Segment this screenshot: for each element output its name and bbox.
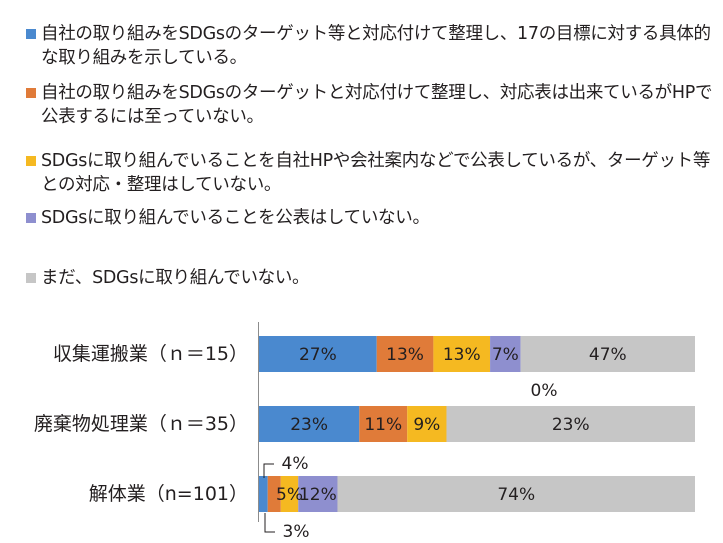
legend-swatch-series-3 bbox=[26, 156, 36, 166]
data-label-cat1-series1: 27% bbox=[299, 345, 337, 365]
bar-segment-cat1-series4 bbox=[490, 336, 521, 372]
leader-line-three-percent bbox=[264, 513, 275, 533]
leader-line-four-percent bbox=[263, 463, 274, 478]
annotation-three-percent: 3% bbox=[283, 522, 310, 542]
bar-segment-cat1-series5 bbox=[520, 336, 695, 372]
data-label-cat1-series3: 13% bbox=[443, 345, 481, 365]
legend-item-series-3: SDGsに取り組んでいることを自社HPや会社案内などで公表しているが、ターゲット… bbox=[26, 149, 713, 197]
annotation-four-percent: 4% bbox=[282, 454, 309, 474]
bar-segment-cat3-series5 bbox=[337, 476, 695, 512]
legend-item-series-4: SDGsに取り組んでいることを公表はしていない。 bbox=[26, 206, 713, 230]
bar-segment-cat2-series5 bbox=[446, 406, 695, 442]
data-label-cat2-series2: 11% bbox=[364, 415, 402, 435]
legend-label-series-3: SDGsに取り組んでいることを自社HPや会社案内などで公表しているが、ターゲット… bbox=[41, 151, 711, 195]
category-label-3: 解体業（n=101） bbox=[89, 483, 248, 505]
bar-segment-cat1-series1 bbox=[259, 336, 377, 372]
legend-label-series-5: まだ、SDGsに取り組んでいない。 bbox=[41, 268, 310, 288]
data-label-cat1-series5: 47% bbox=[589, 345, 627, 365]
legend-swatch-series-5 bbox=[26, 273, 36, 283]
data-label-cat2-series5: 23% bbox=[552, 415, 590, 435]
data-label-cat2-series1: 23% bbox=[290, 415, 328, 435]
bar-segment-cat3-series1 bbox=[259, 476, 268, 512]
legend-swatch-series-1 bbox=[26, 29, 36, 39]
legend-swatch-series-2 bbox=[26, 88, 36, 98]
data-label-cat3-series5: 74% bbox=[497, 485, 535, 505]
value-labels-layer: 27% 13% 13% 7% 47% 23% 11% 9% 23% 5%12% 74% bbox=[276, 345, 627, 505]
bar-segment-cat1-series2 bbox=[376, 336, 434, 372]
data-label-cat3-series3: 5% bbox=[276, 485, 303, 505]
bar-segment-cat1-series3 bbox=[433, 336, 491, 372]
legend-item-series-2: 自社の取り組みをSDGsのターゲットと対応付けて整理し、対応表は出来ているがHP… bbox=[26, 81, 713, 129]
annotation-zero-percent: 0% bbox=[531, 381, 558, 401]
data-label-cat3-series4: 12% bbox=[299, 485, 337, 505]
data-label-cat1-series4: 7% bbox=[492, 345, 519, 365]
bars-layer bbox=[259, 336, 695, 512]
legend-item-series-1: 自社の取り組みをSDGsのターゲット等と対応付けて整理し、17の目標に対する具体… bbox=[26, 22, 713, 70]
bar-segment-cat3-series4 bbox=[298, 476, 338, 512]
data-label-cat2-series3: 9% bbox=[413, 415, 440, 435]
bar-segment-cat3-series3 bbox=[280, 476, 299, 512]
legend-label-series-2: 自社の取り組みをSDGsのターゲットと対応付けて整理し、対応表は出来ているがHP… bbox=[41, 83, 713, 127]
category-label-1: 収集運搬業（ｎ＝15） bbox=[53, 343, 248, 365]
annotations-layer: 0% 4% 3% bbox=[263, 381, 558, 542]
data-label-cat1-series2: 13% bbox=[386, 345, 424, 365]
legend-item-series-5: まだ、SDGsに取り組んでいない。 bbox=[26, 266, 713, 290]
legend-label-series-1: 自社の取り組みをSDGsのターゲット等と対応付けて整理し、17の目標に対する具体… bbox=[41, 24, 711, 68]
bar-segment-cat2-series2 bbox=[359, 406, 408, 442]
bar-segment-cat2-series1 bbox=[259, 406, 360, 442]
legend-label-series-4: SDGsに取り組んでいることを公表はしていない。 bbox=[41, 208, 430, 228]
category-labels-layer: 収集運搬業（ｎ＝15） 廃棄物処理業（ｎ＝35） 解体業（n=101） bbox=[34, 343, 248, 505]
bar-segment-cat3-series2 bbox=[267, 476, 281, 512]
legend-swatch-series-4 bbox=[26, 213, 36, 223]
category-label-2: 廃棄物処理業（ｎ＝35） bbox=[34, 413, 248, 435]
bar-segment-cat2-series3 bbox=[407, 406, 447, 442]
